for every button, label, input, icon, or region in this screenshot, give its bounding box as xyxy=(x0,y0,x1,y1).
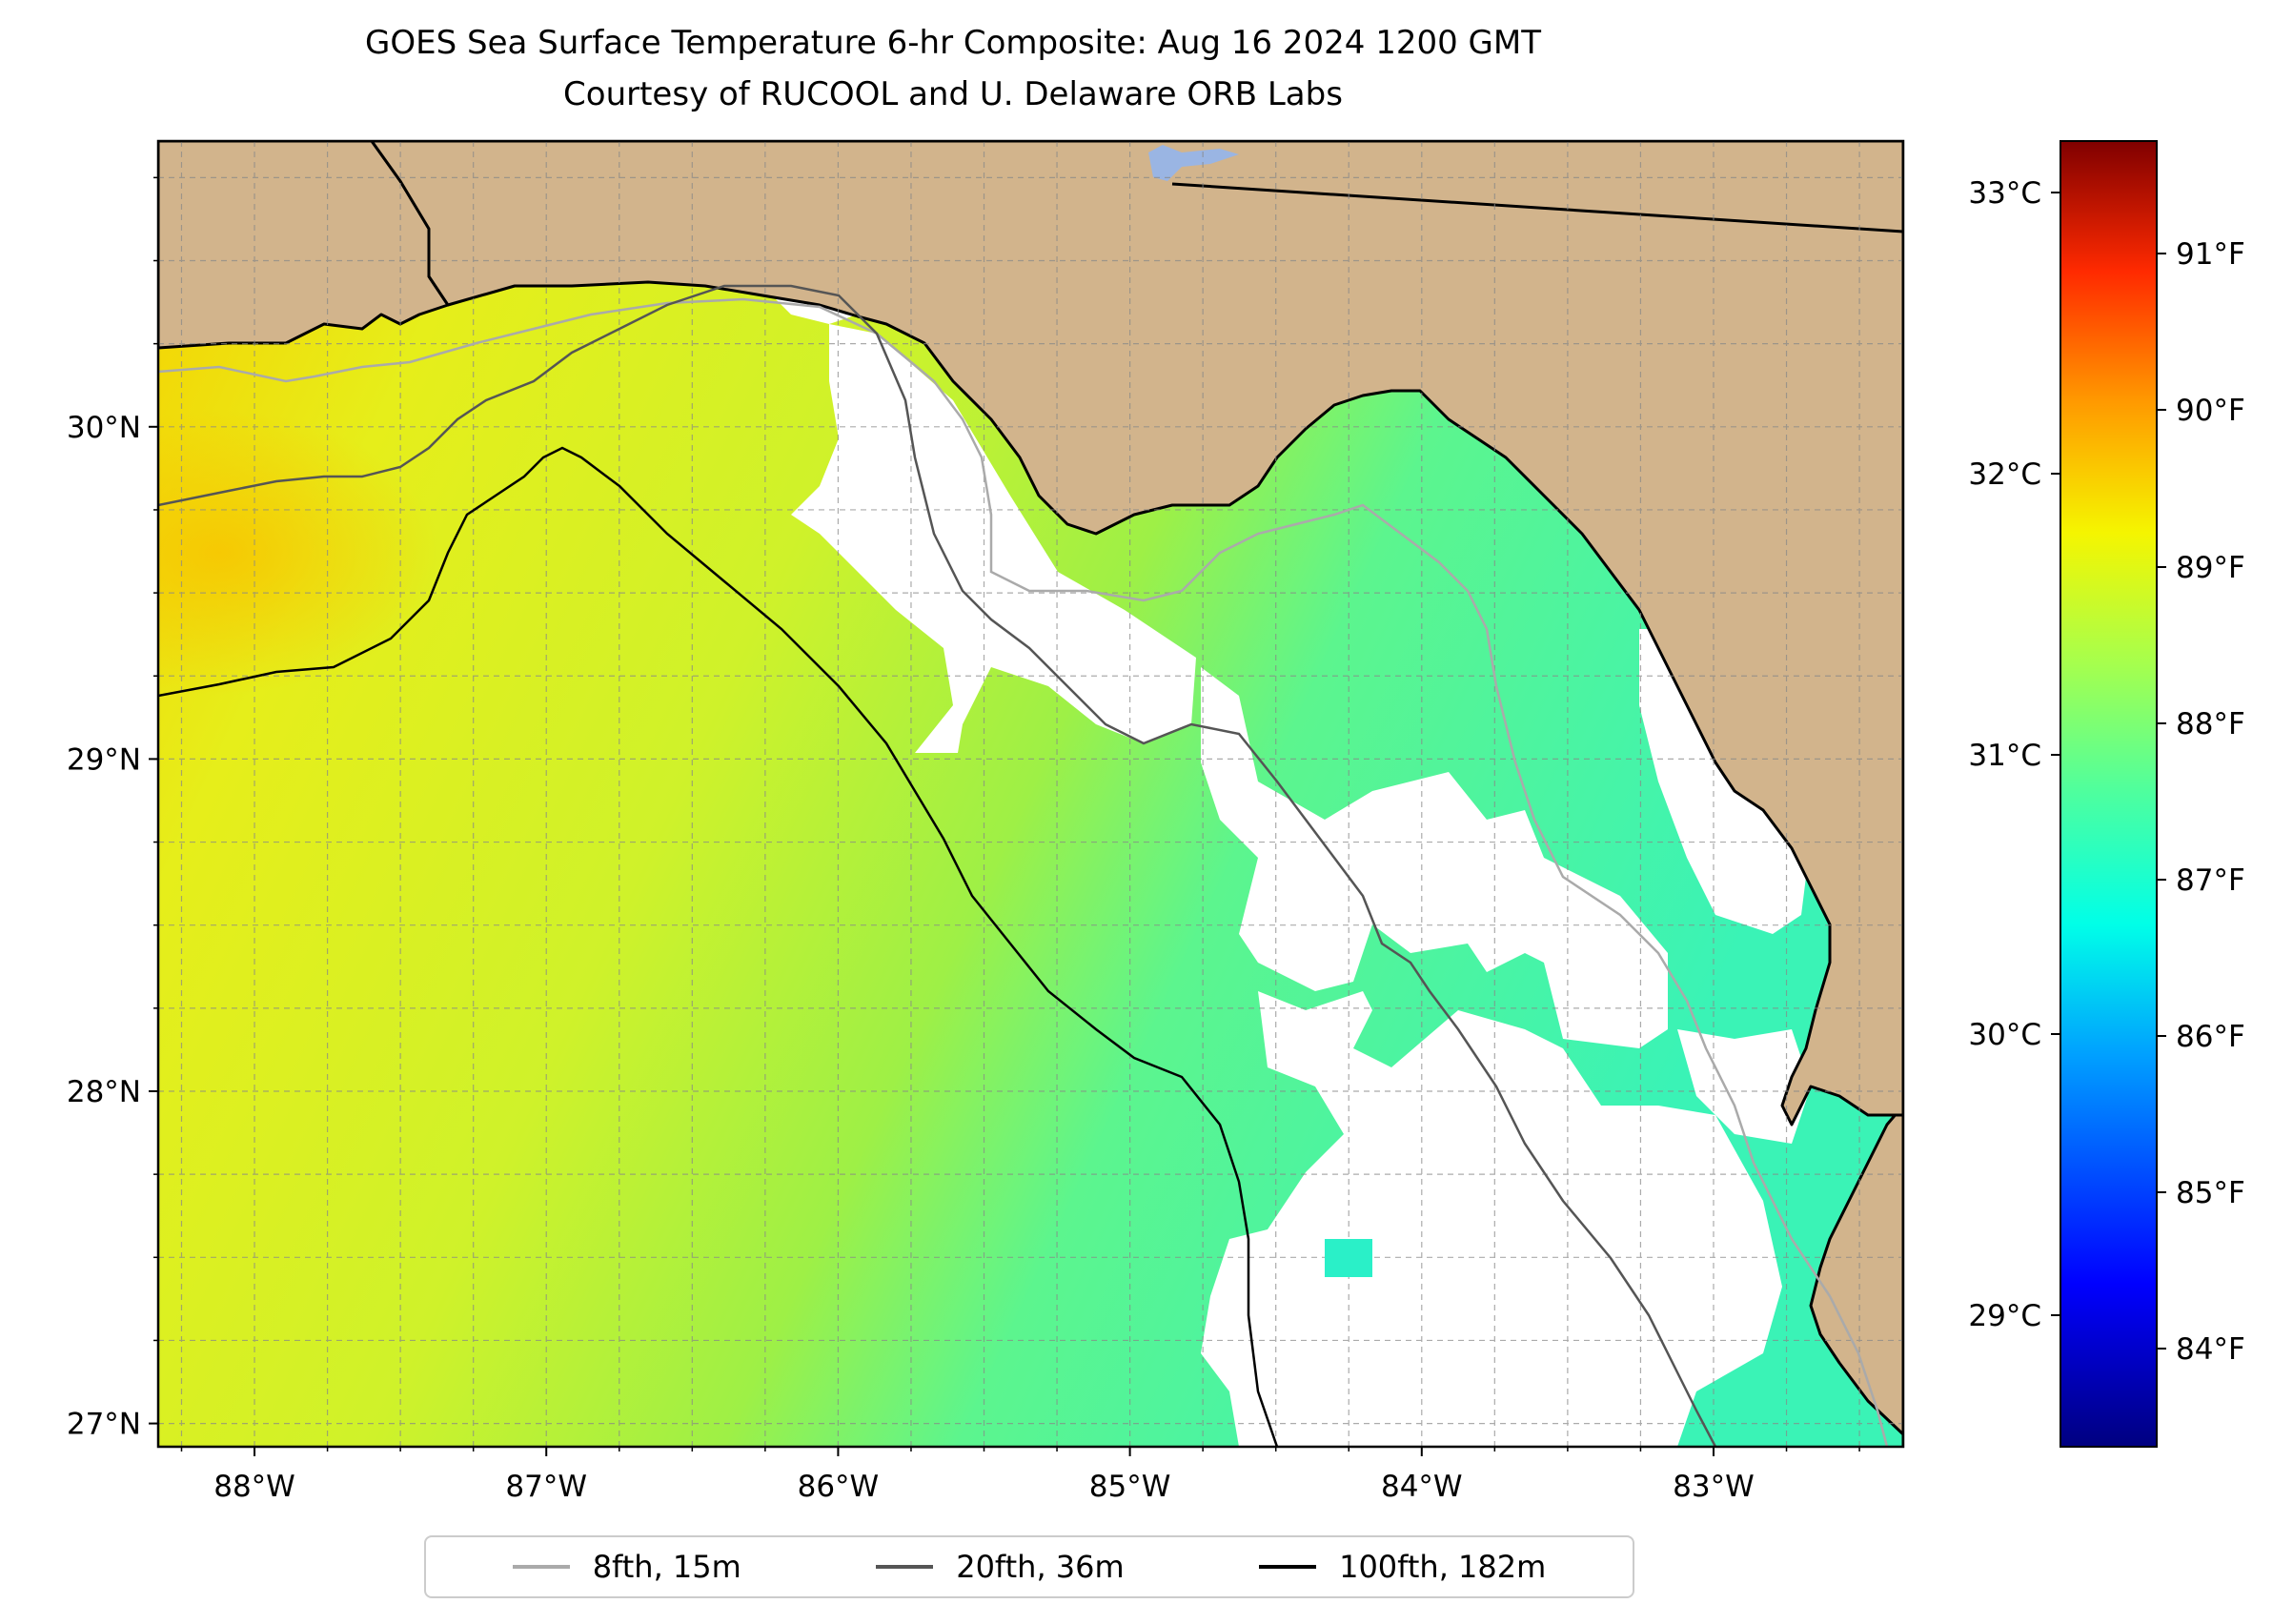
celsius-tick-label: 31°C xyxy=(1968,739,2041,773)
lat-tick-label: 28°N xyxy=(67,1075,141,1109)
legend-item: 100fth, 182m xyxy=(1259,1549,1546,1585)
legend-label: 100fth, 182m xyxy=(1339,1549,1547,1585)
fahrenheit-tick-label: 85°F xyxy=(2176,1176,2245,1210)
map-area xyxy=(158,141,1903,1447)
map-title: GOES Sea Surface Temperature 6-hr Compos… xyxy=(365,24,1541,62)
lon-tick-label: 84°W xyxy=(1381,1470,1463,1504)
fahrenheit-tick-label: 88°F xyxy=(2176,707,2245,741)
latitude-axis: 30°N 29°N 28°N 27°N xyxy=(67,176,158,1442)
legend-swatch xyxy=(876,1565,934,1569)
lat-tick-label: 29°N xyxy=(67,742,141,777)
legend-item: 8fth, 15m xyxy=(512,1549,741,1585)
state-border xyxy=(1171,182,1903,233)
land xyxy=(158,141,1903,1447)
fahrenheit-tick-label: 91°F xyxy=(2176,237,2245,272)
isobath-legend: 8fth, 15m 20fth, 36m 100fth, 182m xyxy=(424,1535,1634,1598)
isobath-20fth xyxy=(158,284,1717,1447)
celsius-tick-label: 32°C xyxy=(1968,457,2041,492)
lon-tick-label: 86°W xyxy=(798,1470,880,1504)
warm-pool xyxy=(158,410,438,696)
map-subtitle: Courtesy of RUCOOL and U. Delaware ORB L… xyxy=(563,75,1343,113)
sst-patch xyxy=(1325,1239,1372,1277)
legend-swatch xyxy=(512,1565,570,1569)
fahrenheit-tick-label: 89°F xyxy=(2176,551,2245,585)
isobath-100fth xyxy=(158,446,1279,1447)
celsius-tick-label: 33°C xyxy=(1968,176,2041,211)
lon-tick-label: 87°W xyxy=(505,1470,587,1504)
fahrenheit-tick-label: 90°F xyxy=(2176,394,2245,428)
isobath-8fth xyxy=(158,297,1889,1447)
celsius-tick-label: 29°C xyxy=(1968,1299,2041,1333)
fahrenheit-tick-label: 84°F xyxy=(2176,1332,2245,1367)
lake xyxy=(1148,145,1239,181)
gridlines xyxy=(158,141,1903,1447)
legend-item: 20fth, 36m xyxy=(876,1549,1125,1585)
lat-tick-label: 30°N xyxy=(67,411,141,445)
lon-tick-label: 88°W xyxy=(213,1470,295,1504)
longitude-axis: 88°W 87°W 86°W 85°W 84°W 83°W xyxy=(180,1447,1860,1504)
lon-tick-label: 85°W xyxy=(1089,1470,1171,1504)
colorbar-fahrenheit-axis: 91°F 90°F 89°F 88°F 87°F 86°F 85°F 84°F xyxy=(2157,237,2245,1367)
fahrenheit-tick-label: 87°F xyxy=(2176,863,2245,898)
legend-label: 8fth, 15m xyxy=(592,1549,741,1585)
colorbar-celsius-axis: 33°C 32°C 31°C 30°C 29°C xyxy=(1968,176,2060,1333)
celsius-tick-label: 30°C xyxy=(1968,1018,2041,1052)
lon-tick-label: 83°W xyxy=(1673,1470,1755,1504)
colorbar xyxy=(2060,140,2158,1448)
legend-swatch xyxy=(1259,1565,1317,1569)
lat-tick-label: 27°N xyxy=(67,1408,141,1442)
legend-label: 20fth, 36m xyxy=(956,1549,1125,1585)
map-frame xyxy=(156,139,1905,1449)
fahrenheit-tick-label: 86°F xyxy=(2176,1020,2245,1054)
